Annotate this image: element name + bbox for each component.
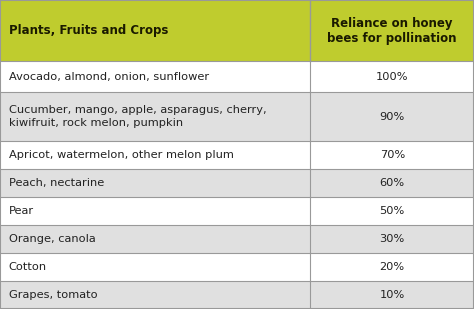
Text: 60%: 60%: [380, 178, 405, 188]
Text: 20%: 20%: [380, 262, 405, 272]
Text: Pear: Pear: [9, 206, 34, 216]
Text: Cotton: Cotton: [9, 262, 46, 272]
Text: 50%: 50%: [380, 206, 405, 216]
Text: Cucumber, mango, apple, asparagus, cherry,
kiwifruit, rock melon, pumpkin: Cucumber, mango, apple, asparagus, cherr…: [9, 105, 266, 128]
Bar: [0, 225, 474, 253]
Bar: [0, 141, 474, 169]
Text: Grapes, tomato: Grapes, tomato: [9, 290, 97, 300]
Bar: [0, 197, 474, 225]
Text: Plants, Fruits and Crops: Plants, Fruits and Crops: [9, 24, 168, 37]
Bar: [0, 92, 474, 141]
Text: Orange, canola: Orange, canola: [9, 234, 95, 244]
Text: Apricot, watermelon, other melon plum: Apricot, watermelon, other melon plum: [9, 150, 233, 160]
Text: 100%: 100%: [376, 72, 409, 82]
Text: 90%: 90%: [380, 112, 405, 121]
Text: Avocado, almond, onion, sunflower: Avocado, almond, onion, sunflower: [9, 72, 209, 82]
Bar: [0, 253, 474, 281]
Text: Reliance on honey
bees for pollination: Reliance on honey bees for pollination: [328, 17, 457, 44]
Text: 30%: 30%: [380, 234, 405, 244]
Text: Peach, nectarine: Peach, nectarine: [9, 178, 104, 188]
Bar: [0, 0, 474, 61]
Bar: [0, 169, 474, 197]
Bar: [0, 281, 474, 309]
Text: 70%: 70%: [380, 150, 405, 160]
Bar: [0, 61, 474, 92]
Text: 10%: 10%: [380, 290, 405, 300]
